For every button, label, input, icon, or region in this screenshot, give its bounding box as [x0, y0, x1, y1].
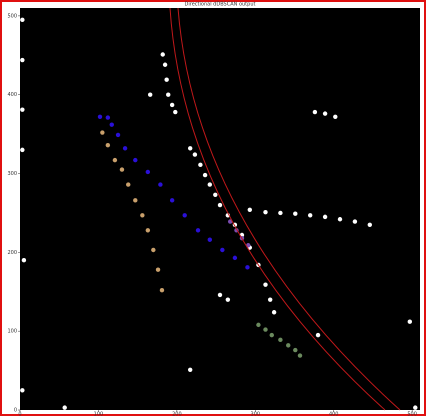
point	[220, 247, 225, 253]
y-tick-label: 400	[7, 92, 17, 98]
point	[297, 353, 303, 358]
point	[112, 157, 118, 163]
point	[20, 17, 25, 23]
point	[312, 109, 318, 115]
point	[225, 297, 231, 302]
point	[119, 167, 125, 172]
point	[20, 57, 25, 63]
point	[133, 198, 138, 203]
point	[267, 297, 273, 302]
chart-title: Directional dDBSCAN output	[185, 2, 256, 8]
point	[407, 319, 413, 324]
point	[192, 152, 198, 157]
point	[322, 214, 328, 220]
point	[278, 337, 283, 343]
point	[195, 228, 201, 233]
point	[151, 247, 156, 253]
point	[105, 115, 111, 120]
point	[198, 162, 203, 168]
point	[213, 192, 218, 198]
point	[105, 142, 111, 148]
point	[155, 267, 161, 272]
point	[232, 255, 238, 261]
point	[187, 367, 193, 372]
x-tick-label: 300	[251, 412, 261, 416]
point	[162, 62, 168, 67]
y-tick-label: 100	[7, 329, 17, 335]
point	[20, 147, 25, 153]
arc	[169, 7, 386, 411]
x-tick-label: 200	[172, 412, 182, 416]
point	[263, 282, 268, 287]
point	[133, 157, 138, 163]
point	[269, 332, 274, 338]
point	[140, 213, 145, 218]
point	[293, 211, 298, 216]
point	[169, 198, 175, 203]
point	[187, 146, 193, 151]
point	[322, 111, 328, 116]
point	[126, 182, 131, 187]
arc	[177, 7, 401, 411]
point	[145, 169, 151, 175]
point	[62, 405, 67, 410]
y-tick-label: 0	[14, 408, 17, 414]
point	[256, 322, 261, 328]
point	[169, 102, 175, 108]
point	[122, 146, 128, 151]
point	[202, 172, 208, 178]
point	[307, 213, 313, 218]
x-tick-label: 0	[18, 412, 21, 416]
y-tick-label: 500	[7, 13, 17, 19]
point	[160, 52, 165, 57]
point	[333, 114, 338, 119]
point	[247, 207, 253, 212]
point	[271, 310, 277, 315]
point	[173, 109, 178, 115]
point	[182, 213, 187, 218]
point	[158, 182, 163, 187]
point	[217, 202, 223, 208]
point	[293, 347, 298, 353]
point	[217, 292, 223, 298]
point	[166, 92, 171, 97]
point	[263, 209, 268, 215]
point	[115, 132, 121, 138]
y-tick-label: 300	[7, 171, 17, 177]
point	[164, 77, 169, 82]
point	[245, 265, 250, 270]
point	[145, 228, 151, 233]
point	[337, 217, 343, 222]
point	[207, 182, 213, 187]
point	[147, 92, 153, 97]
point	[352, 219, 358, 224]
point	[97, 114, 103, 119]
point	[367, 222, 373, 227]
point	[286, 343, 291, 348]
point	[21, 258, 27, 263]
plot-area	[20, 8, 420, 410]
x-tick-label: 100	[94, 412, 104, 416]
point	[20, 388, 25, 393]
point	[315, 332, 321, 338]
x-tick-label: 400	[329, 412, 339, 416]
point	[100, 130, 105, 135]
point	[278, 210, 283, 216]
x-tick-label: 500	[407, 412, 417, 416]
point	[413, 405, 418, 410]
y-tick-label: 200	[7, 250, 17, 256]
point	[207, 237, 213, 242]
point	[20, 107, 25, 112]
point	[263, 327, 268, 332]
point	[109, 122, 114, 127]
point	[159, 287, 165, 293]
